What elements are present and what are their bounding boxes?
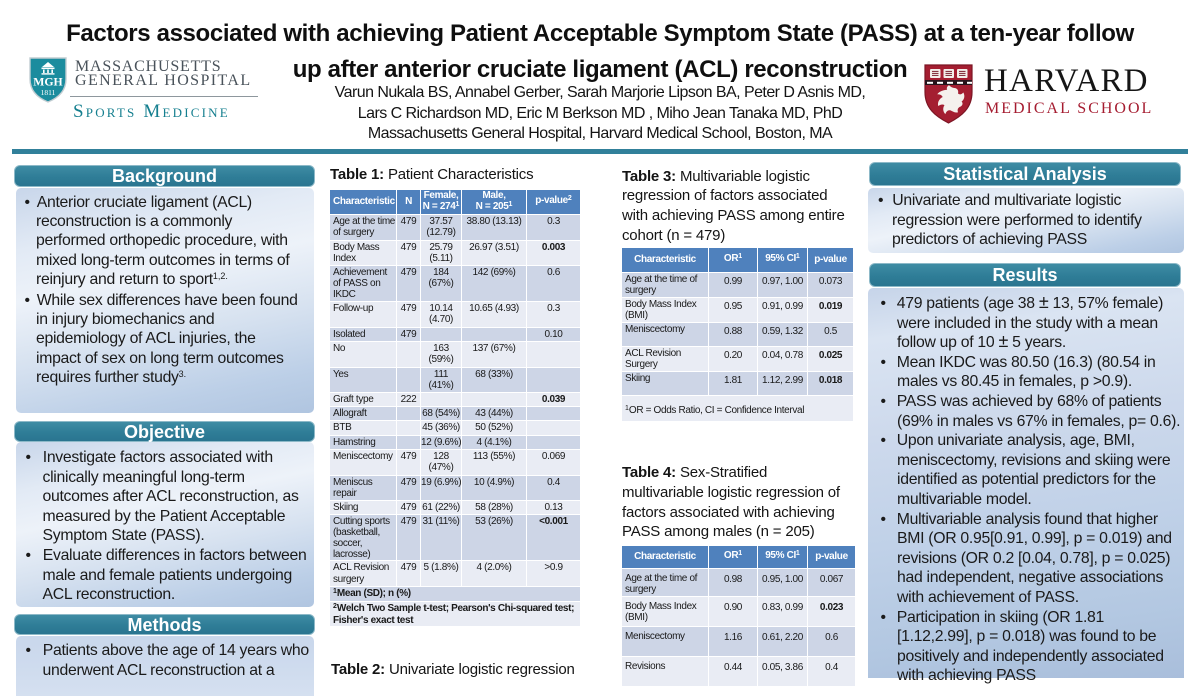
svg-text:MGH: MGH [33,75,63,89]
svg-text:1811: 1811 [41,88,56,97]
